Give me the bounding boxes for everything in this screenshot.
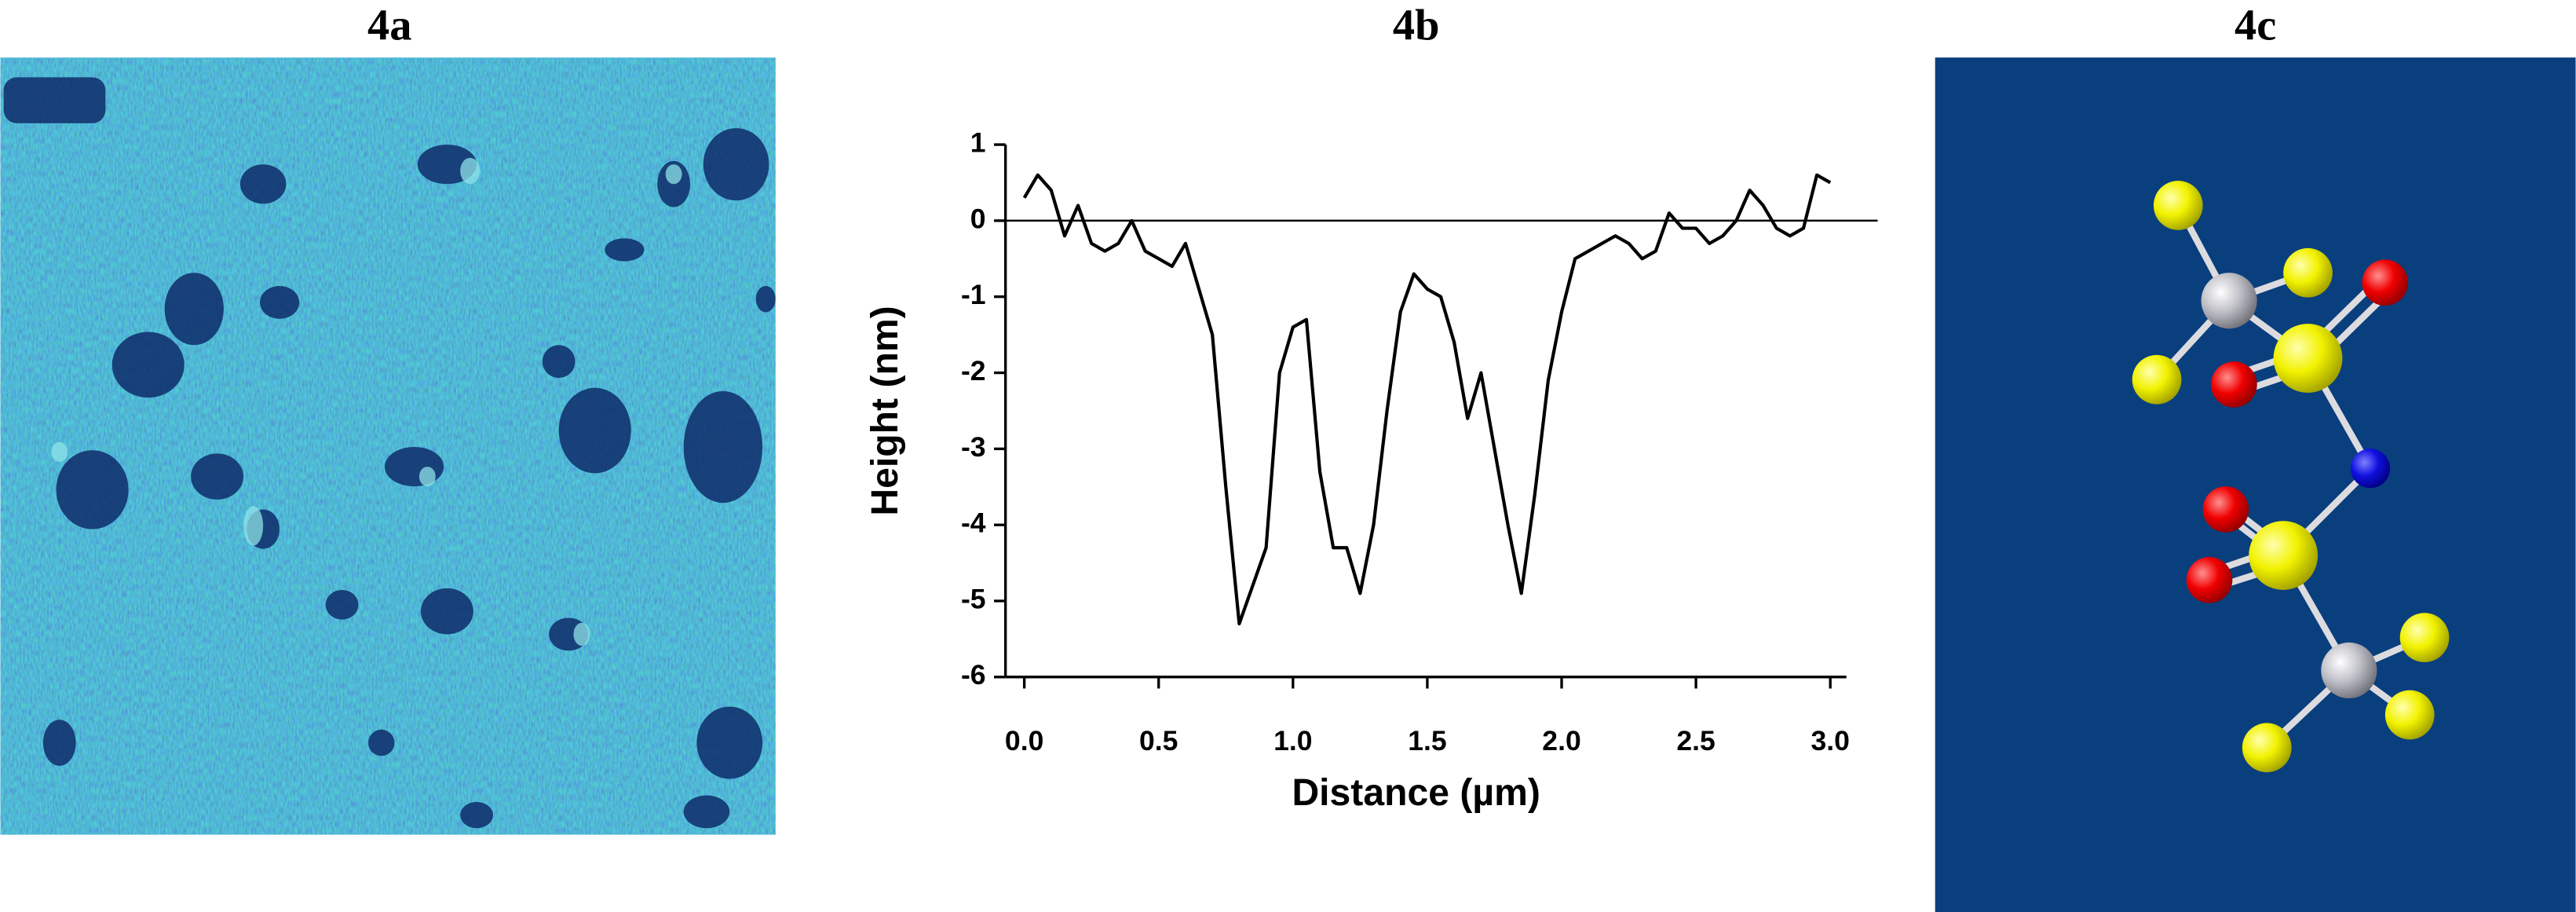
y-tick-label: 0	[970, 203, 986, 234]
afm-image	[0, 57, 776, 835]
x-tick-label: 3.0	[1811, 725, 1850, 756]
y-tick-label: -3	[961, 431, 986, 463]
y-tick-label: -1	[961, 279, 986, 310]
x-tick-label: 0.5	[1139, 725, 1178, 756]
x-tick-label: 2.0	[1542, 725, 1580, 756]
profile-line	[1022, 173, 1832, 626]
panel-label: 4a	[367, 2, 411, 50]
y-tick-label: 1	[970, 126, 986, 158]
panel-label: 4c	[2234, 2, 2276, 50]
y-tick-label: -4	[961, 507, 986, 539]
x-tick-label: 2.5	[1676, 725, 1715, 756]
y-tick-label: -2	[961, 355, 986, 386]
x-axis-label: Distance (µm)	[1292, 771, 1540, 814]
y-tick-label: -6	[961, 659, 986, 690]
chart-title: 4b	[1393, 2, 1440, 50]
plot: -6 -5 -4 -3 -2 -1 0 1 0.0 0.5 1.0 1.5 2.0 2.5 3.0	[961, 126, 1878, 756]
x-tick-label: 0.0	[1005, 725, 1043, 756]
y-tick-label: -5	[961, 583, 986, 614]
x-tick-label: 1.5	[1408, 725, 1446, 756]
y-axis-label: Height (nm)	[864, 306, 906, 515]
molecule	[1935, 57, 2576, 912]
x-tick-label: 1.0	[1273, 725, 1312, 756]
